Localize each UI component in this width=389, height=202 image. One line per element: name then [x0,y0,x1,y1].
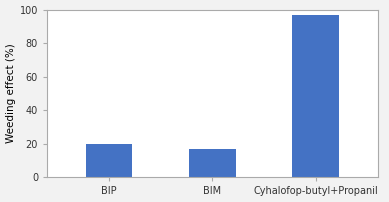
Y-axis label: Weeding effect (%): Weeding effect (%) [5,44,16,143]
Bar [86,144,132,177]
Bar [293,15,339,177]
Bar [189,149,236,177]
